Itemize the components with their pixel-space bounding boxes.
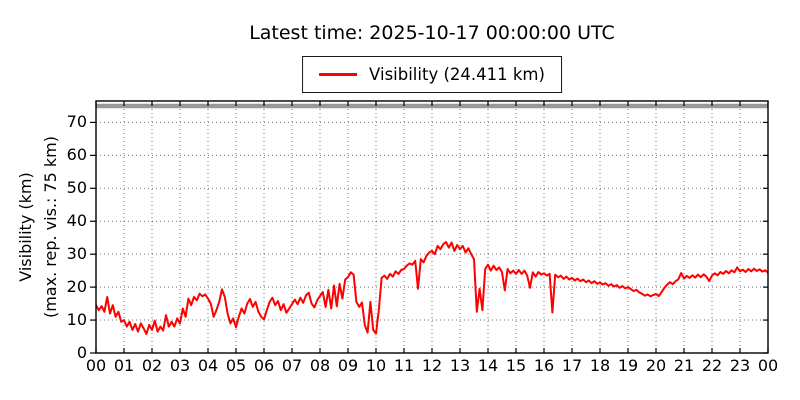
x-tick-label: 08 (309, 356, 331, 375)
legend: Visibility (24.411 km) (302, 56, 562, 93)
chart-title: Latest time: 2025-10-17 00:00:00 UTC (249, 22, 615, 44)
x-tick-label: 23 (729, 356, 751, 375)
y-tick-label: 40 (66, 211, 87, 231)
x-tick-label: 11 (393, 356, 415, 375)
y-tick-label: 30 (66, 244, 87, 264)
y-tick-label: 60 (66, 145, 87, 165)
x-tick-label: 10 (365, 356, 387, 375)
x-tick-label: 22 (701, 356, 723, 375)
x-tick-label: 09 (337, 356, 359, 375)
x-tick-label: 07 (281, 356, 303, 375)
x-tick-label: 15 (505, 356, 527, 375)
x-tick-label: 20 (645, 356, 667, 375)
y-tick-label: 20 (66, 277, 87, 297)
legend-label: Visibility (24.411 km) (369, 65, 545, 84)
x-tick-label: 16 (533, 356, 555, 375)
legend-line-swatch (319, 73, 358, 76)
x-tick-label: 02 (141, 356, 163, 375)
x-tick-label: 19 (617, 356, 639, 375)
x-tick-label: 05 (225, 356, 247, 375)
x-tick-label: 00 (85, 356, 107, 375)
x-tick-label: 12 (421, 356, 443, 375)
x-tick-label: 03 (169, 356, 191, 375)
x-tick-label: 13 (449, 356, 471, 375)
x-tick-label: 14 (477, 356, 499, 375)
x-tick-label: 04 (197, 356, 219, 375)
x-tick-label: 01 (113, 356, 135, 375)
y-tick-label: 50 (66, 178, 87, 198)
x-tick-label: 21 (673, 356, 695, 375)
x-tick-label: 17 (561, 356, 583, 375)
axes-frame (95, 100, 769, 354)
y-tick-label: 10 (66, 310, 87, 330)
y-tick-label: 70 (66, 112, 87, 132)
x-tick-label: 18 (589, 356, 611, 375)
visibility-line (96, 241, 768, 335)
x-tick-label: 06 (253, 356, 275, 375)
x-tick-label: 00 (757, 356, 779, 375)
y-tick-label: 0 (76, 343, 87, 362)
